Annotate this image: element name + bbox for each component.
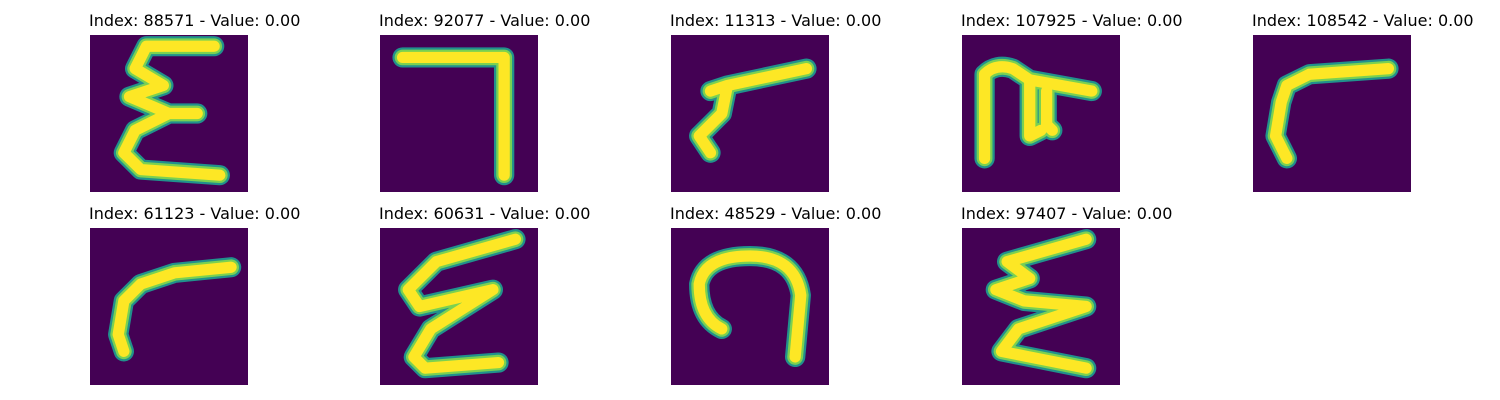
panel-title: Index: 88571 - Value: 0.00 xyxy=(89,11,301,30)
panel-title: Index: 61123 - Value: 0.00 xyxy=(89,204,301,223)
glyph-stroke xyxy=(112,261,237,357)
digit-image xyxy=(1253,35,1411,192)
digit-image xyxy=(962,35,1120,192)
digit-image xyxy=(90,35,248,192)
panel-title: Index: 107925 - Value: 0.00 xyxy=(961,11,1183,30)
panel-title: Index: 11313 - Value: 0.00 xyxy=(670,11,882,30)
glyph-stroke xyxy=(402,233,522,374)
digit-image xyxy=(671,228,829,385)
digit-image xyxy=(380,228,538,385)
glyph-stroke xyxy=(118,40,226,181)
digit-image xyxy=(671,35,829,192)
glyph-stroke xyxy=(1269,63,1395,164)
digit-image xyxy=(380,35,538,192)
glyph-stroke xyxy=(693,250,807,363)
panel-title: Index: 60631 - Value: 0.00 xyxy=(379,204,591,223)
digit-image xyxy=(90,228,248,385)
panel-title: Index: 92077 - Value: 0.00 xyxy=(379,11,591,30)
panel-title: Index: 48529 - Value: 0.00 xyxy=(670,204,882,223)
panel-title: Index: 108542 - Value: 0.00 xyxy=(1252,11,1474,30)
panel-title: Index: 97407 - Value: 0.00 xyxy=(961,204,1173,223)
glyph-stroke xyxy=(396,51,510,181)
glyph-stroke xyxy=(990,233,1092,374)
digit-image xyxy=(962,228,1120,385)
glyph-stroke xyxy=(693,63,813,159)
glyph-stroke xyxy=(978,61,1098,164)
